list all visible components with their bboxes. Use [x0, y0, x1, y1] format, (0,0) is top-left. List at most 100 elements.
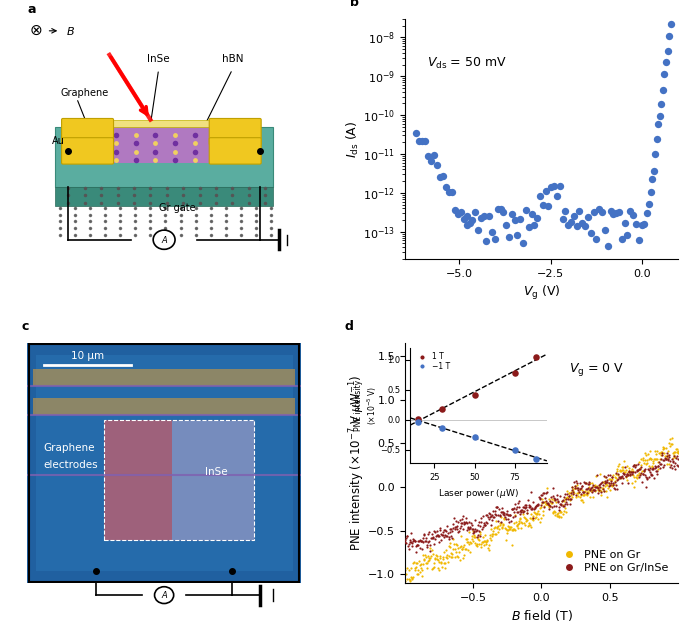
Point	[513, 502, 524, 512]
Point	[599, 470, 610, 480]
Point	[538, 502, 549, 512]
Point	[629, 460, 640, 470]
Point	[560, 503, 571, 513]
Point	[521, 515, 532, 525]
Point	[408, 557, 419, 567]
Point	[464, 547, 475, 557]
Point	[427, 532, 438, 542]
Point	[456, 521, 466, 531]
Point	[663, 454, 674, 464]
Point	[460, 517, 471, 527]
Point	[538, 497, 549, 507]
Point	[432, 563, 443, 573]
Point	[493, 504, 504, 514]
Point	[502, 525, 513, 535]
Point	[559, 497, 570, 507]
Point	[556, 507, 566, 517]
Point	[664, 456, 675, 466]
Point	[647, 462, 658, 472]
Point	[622, 230, 633, 240]
Point	[399, 535, 410, 545]
Point	[582, 213, 593, 223]
Point	[543, 499, 553, 509]
Point	[560, 488, 571, 498]
Point	[602, 241, 613, 251]
Point	[599, 486, 610, 496]
Point	[643, 449, 653, 459]
Point	[474, 531, 485, 541]
Point	[478, 518, 489, 528]
Point	[433, 530, 444, 540]
Point	[608, 209, 619, 219]
Point	[589, 485, 600, 495]
Point	[433, 555, 444, 565]
Point	[669, 446, 680, 456]
Point	[673, 461, 684, 471]
Point	[549, 500, 560, 510]
X-axis label: $V_{\mathrm{g}}$ (V): $V_{\mathrm{g}}$ (V)	[523, 284, 560, 302]
Point	[664, 438, 675, 448]
Point	[671, 460, 682, 470]
Point	[564, 499, 575, 509]
Point	[612, 470, 623, 480]
Point	[462, 522, 473, 532]
Point	[442, 521, 453, 531]
Point	[658, 443, 669, 453]
Point	[658, 462, 669, 472]
Point	[560, 206, 571, 216]
Point	[474, 539, 485, 549]
Point	[470, 537, 481, 547]
Point	[564, 492, 575, 502]
Point	[617, 465, 628, 475]
Point	[594, 482, 605, 492]
Point	[464, 527, 475, 537]
Point	[461, 537, 472, 547]
Point	[410, 536, 421, 546]
Point	[661, 448, 672, 458]
FancyBboxPatch shape	[209, 119, 261, 145]
Polygon shape	[55, 127, 273, 187]
Point	[655, 448, 666, 458]
Point	[638, 468, 649, 478]
Point	[405, 575, 416, 585]
Point	[481, 510, 492, 520]
Point	[526, 509, 537, 519]
Point	[512, 520, 523, 530]
Point	[606, 478, 616, 488]
Point	[432, 529, 443, 539]
Point	[655, 450, 666, 460]
Point	[506, 209, 517, 219]
Point	[619, 469, 630, 479]
Point	[660, 455, 671, 465]
Point	[519, 503, 530, 513]
Text: c: c	[22, 320, 29, 334]
Point	[519, 517, 530, 527]
Point	[435, 525, 446, 535]
Point	[656, 455, 667, 465]
Point	[545, 497, 556, 507]
Point	[582, 487, 593, 497]
Point	[404, 537, 415, 547]
Point	[590, 471, 601, 481]
Point	[483, 514, 494, 524]
Point	[403, 540, 414, 551]
Point	[591, 233, 602, 243]
Text: Graphene: Graphene	[44, 443, 95, 453]
Point	[584, 478, 595, 488]
Point	[611, 468, 622, 478]
Point	[469, 532, 480, 542]
Point	[452, 551, 463, 561]
Point	[665, 19, 676, 29]
Point	[460, 534, 471, 544]
Point	[434, 172, 445, 182]
Point	[479, 539, 490, 549]
Point	[472, 534, 483, 544]
Point	[608, 478, 619, 488]
Polygon shape	[68, 127, 260, 163]
Point	[576, 495, 587, 505]
Point	[669, 461, 680, 472]
Point	[498, 507, 509, 517]
Point	[485, 530, 496, 540]
Point	[668, 453, 679, 463]
Point	[578, 487, 589, 497]
